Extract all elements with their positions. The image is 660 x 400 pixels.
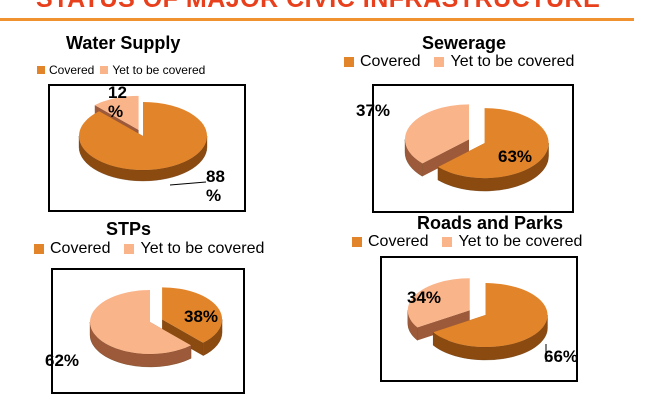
pie-slice-water-supply-yet [94, 95, 139, 130]
pie-svg-water-supply [78, 95, 208, 186]
legend-roads-and-parks: Covered Yet to be covered [352, 233, 582, 251]
pie-slice-roads-and-parks-covered [433, 283, 548, 348]
pie-svg-roads-and-parks [407, 278, 548, 362]
legend-label-yet: Yet to be covered [112, 63, 206, 77]
legend-label-yet: Yet to be covered [450, 53, 575, 70]
legend-label-yet: Yet to be covered [458, 233, 583, 250]
pie-svg-stps [89, 287, 223, 368]
title-rule [0, 18, 634, 21]
legend-swatch-yet [434, 57, 445, 67]
legend-swatch-covered [344, 57, 354, 67]
data-label-yet: 12 % [108, 83, 127, 121]
legend-stps: Covered Yet to be covered [34, 240, 264, 258]
data-label-covered: 66% [544, 347, 579, 366]
pie-wall-stps-covered [162, 319, 204, 356]
pie-svg-sewerage [404, 104, 549, 192]
data-label-yet: 62% [45, 351, 80, 370]
pie-slice-roads-and-parks-yet [407, 278, 470, 328]
slide-title: STATUS OF MAJOR CIVIC INFRASTRUCTURE [36, 0, 636, 14]
legend-water-supply: Covered Yet to be covered [37, 63, 219, 77]
legend-label-covered: Covered [49, 63, 95, 77]
legend-swatch-yet [124, 244, 135, 254]
chart-frame-roads-and-parks: 34% 66% [380, 256, 578, 382]
chart-frame-sewerage: 37% 63% [356, 84, 574, 213]
chart-frame-stps: 38% 62% [45, 268, 245, 394]
legend-label-covered: Covered [50, 240, 111, 257]
data-label-covered: 63% [498, 147, 533, 166]
chart-title-water-supply: Water Supply [66, 33, 181, 53]
pie-slice-sewerage-covered [437, 108, 549, 179]
legend-swatch-yet [100, 66, 109, 74]
legend-swatch-covered [37, 66, 45, 74]
legend-label-covered: Covered [360, 53, 421, 70]
data-label-covered: 88 % [206, 167, 225, 205]
data-label-covered: 38% [184, 307, 219, 326]
chart-frame-water-supply: 12 % 88 % [48, 83, 246, 212]
pie-wall-sewerage-yet [422, 139, 469, 177]
pie-slice-stps-covered [162, 287, 223, 343]
legend-label-covered: Covered [368, 233, 429, 250]
leader-line-covered [169, 181, 207, 186]
pie-wall-roads-and-parks-yet [417, 310, 470, 341]
chart-title-stps: STPs [106, 219, 152, 239]
data-label-yet: 37% [356, 101, 391, 120]
pie-slice-sewerage-yet [404, 104, 469, 164]
legend-swatch-covered [34, 244, 44, 254]
legend-swatch-yet [442, 237, 453, 247]
data-label-yet: 34% [407, 288, 442, 307]
chart-title-roads-and-parks: Roads and Parks [417, 213, 564, 233]
pie-slice-stps-yet [90, 290, 192, 354]
chart-title-sewerage: Sewerage [422, 33, 507, 53]
pie-slice-water-supply-covered [79, 102, 207, 170]
legend-label-yet: Yet to be covered [140, 240, 265, 257]
legend-swatch-covered [352, 237, 362, 247]
legend-sewerage: Covered Yet to be covered [344, 53, 574, 71]
